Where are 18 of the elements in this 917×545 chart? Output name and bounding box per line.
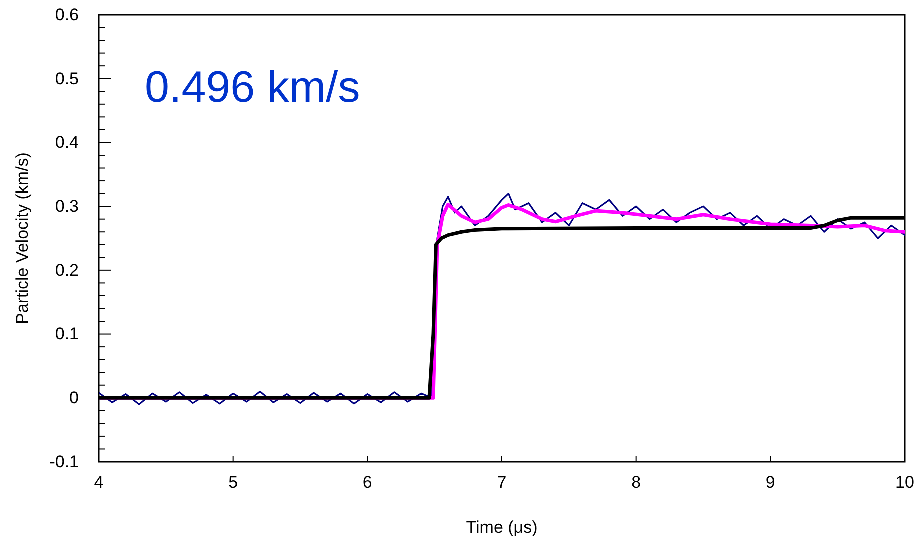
y-tick-label: 0.6	[55, 5, 79, 24]
x-tick-label: 10	[896, 473, 914, 492]
x-tick-label: 4	[94, 473, 104, 492]
y-axis-title: Particle Velocity (km/s)	[13, 152, 32, 324]
annotation: 0.496 km/s	[145, 63, 360, 112]
y-tick-label: 0.2	[55, 260, 79, 280]
y-tick-label: -0.1	[50, 452, 79, 472]
x-tick-label: 8	[632, 473, 642, 492]
y-tick-label: 0.1	[55, 324, 79, 344]
y-tick-label: 0.4	[55, 133, 79, 152]
y-tick-label: 0.3	[55, 197, 79, 216]
x-tick-label: 6	[362, 473, 372, 492]
y-tick-label: 0.5	[55, 69, 79, 88]
x-tick-label: 9	[766, 473, 776, 492]
y-tick-label: 0	[70, 388, 79, 408]
x-tick-label: 7	[497, 473, 507, 492]
x-tick-label: 5	[228, 473, 238, 492]
x-axis-title: Time (μs)	[466, 518, 538, 537]
